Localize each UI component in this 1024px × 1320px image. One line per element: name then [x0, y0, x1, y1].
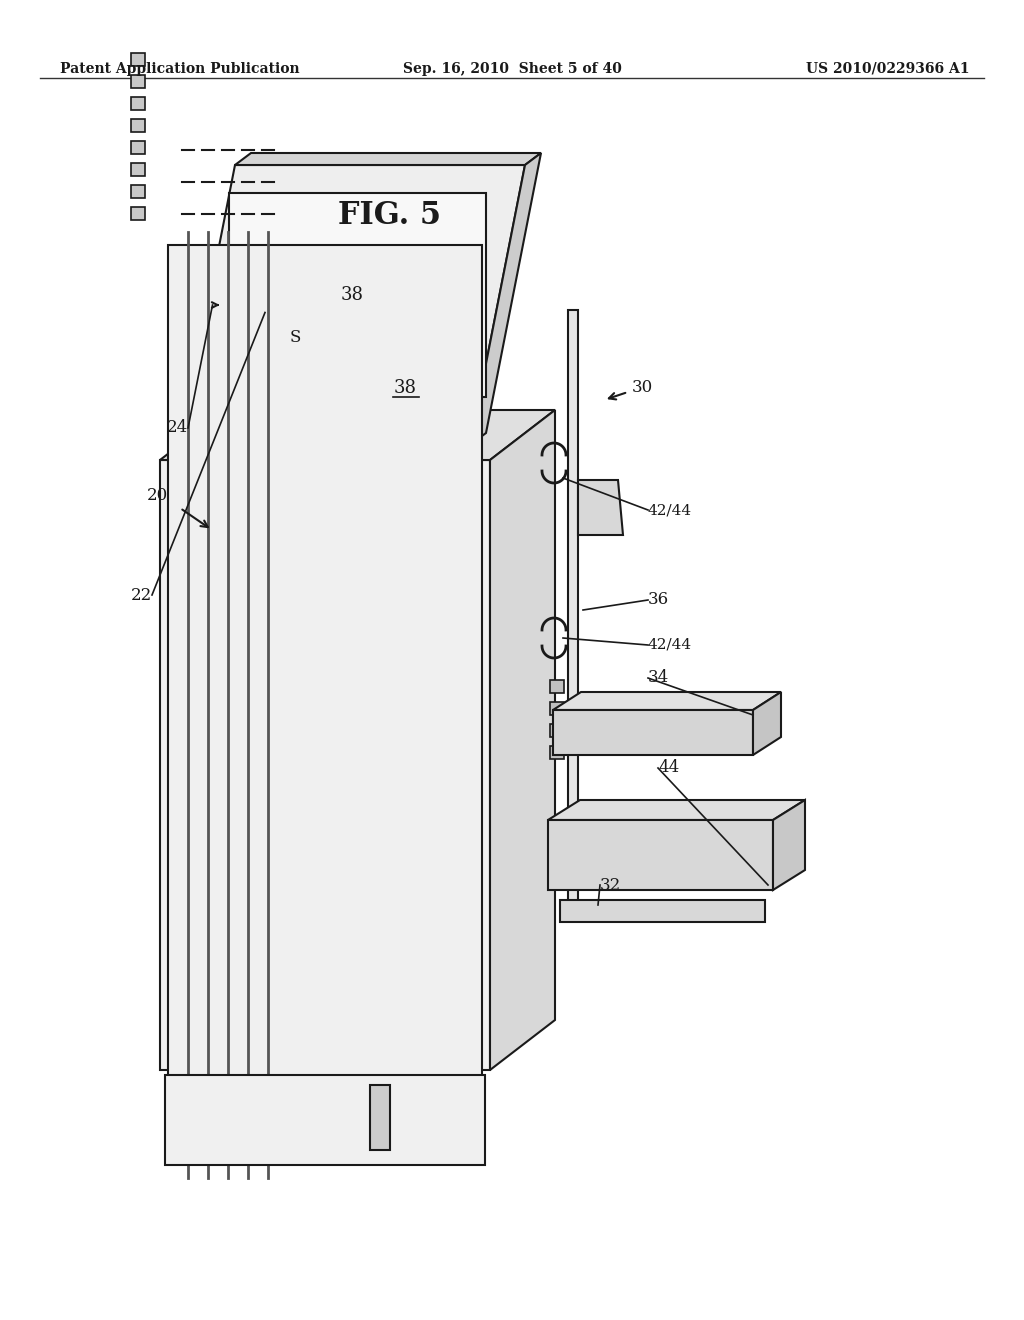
- Circle shape: [314, 195, 332, 213]
- Polygon shape: [753, 692, 781, 755]
- Circle shape: [237, 327, 257, 347]
- Text: 20: 20: [146, 487, 168, 503]
- Circle shape: [463, 183, 473, 194]
- Text: 38: 38: [341, 286, 364, 304]
- Polygon shape: [131, 53, 145, 66]
- Polygon shape: [370, 1085, 390, 1150]
- Text: 32: 32: [600, 876, 622, 894]
- Text: 36: 36: [648, 591, 669, 609]
- Polygon shape: [160, 411, 555, 459]
- Text: Patent Application Publication: Patent Application Publication: [60, 62, 300, 77]
- Polygon shape: [180, 165, 525, 445]
- Polygon shape: [490, 411, 555, 1071]
- Polygon shape: [168, 246, 482, 1160]
- Circle shape: [571, 873, 581, 883]
- Polygon shape: [131, 75, 145, 88]
- Polygon shape: [568, 310, 578, 909]
- Circle shape: [463, 156, 473, 166]
- Circle shape: [490, 715, 499, 723]
- Polygon shape: [550, 746, 564, 759]
- Circle shape: [227, 318, 267, 358]
- Text: 22: 22: [131, 586, 152, 603]
- Circle shape: [354, 161, 372, 180]
- Circle shape: [314, 161, 332, 180]
- Text: 30: 30: [632, 380, 653, 396]
- Circle shape: [334, 195, 352, 213]
- Polygon shape: [131, 119, 145, 132]
- Text: Sep. 16, 2010  Sheet 5 of 40: Sep. 16, 2010 Sheet 5 of 40: [402, 62, 622, 77]
- Polygon shape: [553, 710, 753, 755]
- Circle shape: [573, 741, 583, 750]
- Polygon shape: [553, 692, 781, 710]
- Polygon shape: [548, 800, 805, 820]
- Text: 34: 34: [648, 669, 670, 686]
- Circle shape: [568, 630, 578, 640]
- Circle shape: [334, 161, 352, 180]
- Text: 24: 24: [167, 420, 188, 437]
- Polygon shape: [131, 207, 145, 220]
- Text: FIG. 5: FIG. 5: [339, 201, 441, 231]
- Polygon shape: [175, 249, 475, 440]
- Polygon shape: [160, 459, 490, 1071]
- Circle shape: [490, 636, 499, 644]
- Polygon shape: [229, 193, 486, 397]
- Polygon shape: [578, 480, 623, 535]
- Circle shape: [317, 322, 349, 354]
- Polygon shape: [165, 1074, 485, 1166]
- Circle shape: [294, 161, 312, 180]
- Text: US 2010/0229366 A1: US 2010/0229366 A1: [807, 62, 970, 77]
- Circle shape: [727, 696, 739, 708]
- Text: 42/44: 42/44: [648, 638, 692, 652]
- Text: 44: 44: [658, 759, 679, 776]
- Text: 42/44: 42/44: [648, 503, 692, 517]
- Circle shape: [568, 550, 578, 560]
- Circle shape: [568, 696, 578, 705]
- Circle shape: [490, 676, 499, 684]
- Polygon shape: [548, 820, 773, 890]
- Circle shape: [750, 807, 760, 817]
- Text: S: S: [290, 329, 301, 346]
- Polygon shape: [234, 153, 541, 165]
- Polygon shape: [560, 900, 765, 921]
- Text: 38: 38: [393, 379, 417, 397]
- Polygon shape: [131, 185, 145, 198]
- Circle shape: [273, 315, 317, 359]
- Polygon shape: [550, 702, 564, 715]
- Circle shape: [463, 213, 473, 222]
- Polygon shape: [131, 96, 145, 110]
- Polygon shape: [131, 141, 145, 154]
- Circle shape: [568, 484, 578, 495]
- Polygon shape: [773, 800, 805, 890]
- Polygon shape: [550, 680, 564, 693]
- Polygon shape: [470, 153, 541, 445]
- Polygon shape: [550, 723, 564, 737]
- Circle shape: [490, 597, 499, 605]
- Polygon shape: [131, 162, 145, 176]
- Circle shape: [294, 195, 312, 213]
- Circle shape: [354, 195, 372, 213]
